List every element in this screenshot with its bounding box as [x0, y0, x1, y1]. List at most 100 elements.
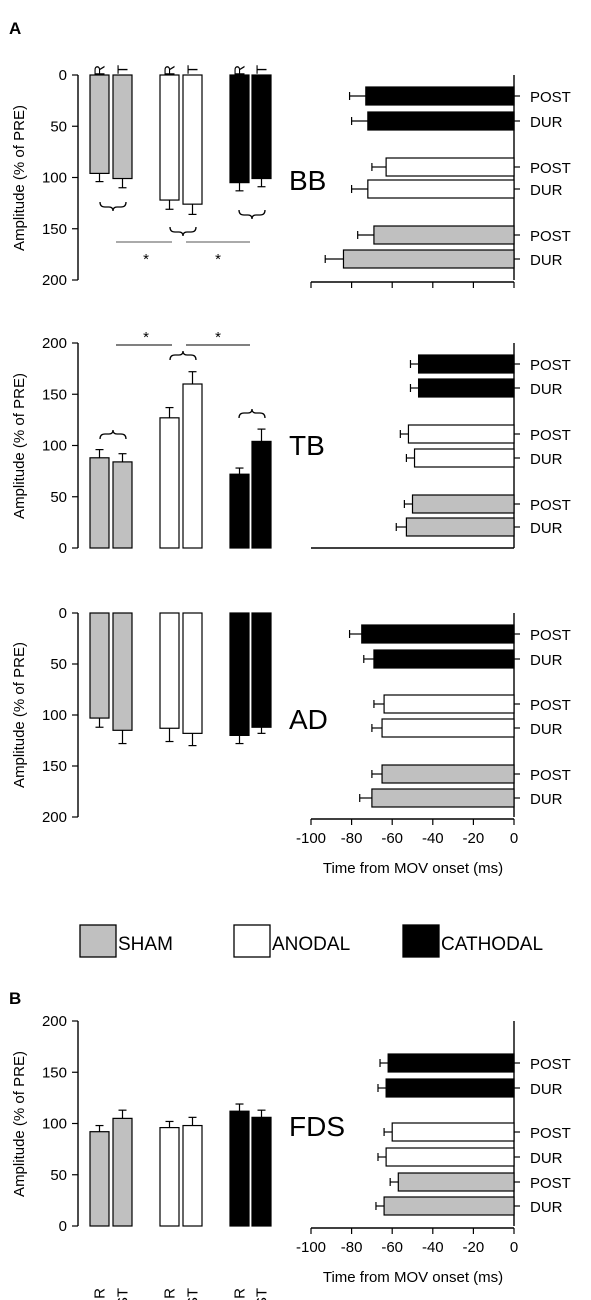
time-axis-ad-tick-label: -20 [463, 830, 485, 847]
panel-fds-onset-anodal-dur [385, 1147, 515, 1167]
bracket-tb-sham [99, 429, 127, 440]
time-axis-fds-tick-label: -100 [296, 1239, 326, 1256]
time-axis-ad-tick-label: -40 [422, 830, 444, 847]
panel-bb-onset-cathodal-dur [367, 111, 515, 131]
panel-bb-onset-sham-post [373, 225, 515, 245]
panel-tb-onset-cathodal-post-label: POST [530, 357, 571, 374]
panel-bb-onset-cathodal-post-label: POST [530, 89, 571, 106]
panel-tb-onset-anodal-post-label: POST [530, 427, 571, 444]
panel-ad-ytick-label: 100 [42, 707, 67, 724]
panel-ad-ytick-label: 50 [50, 656, 67, 673]
panel-fds-bar-sham-dur [89, 1131, 110, 1227]
panel-bb-onset-cathodal-dur-label: DUR [530, 114, 563, 131]
panel-bb-bar-sham-dur [89, 74, 110, 175]
time-axis-fds-tick-label: -20 [463, 1239, 485, 1256]
panel-bb-onset-cathodal-post [365, 86, 515, 106]
panel-ad-onset-sham-dur-label: DUR [530, 791, 563, 808]
time-axis-ad-tick-label: 0 [510, 830, 518, 847]
bracket-bb-sham [99, 201, 127, 212]
panel-label-b: B [9, 989, 21, 1008]
time-axis-ad-xlabel: Time from MOV onset (ms) [323, 860, 503, 877]
bracket-tb-anodal [169, 350, 197, 361]
panel-tb-ylabel: Amplitude (% of PRE) [11, 373, 28, 519]
condition-label-bottom-cathodal-dur: DUR [232, 1288, 249, 1300]
panel-fds-bar-anodal-dur [159, 1126, 180, 1227]
panel-fds-ytick-label: 100 [42, 1116, 67, 1133]
panel-ad-bar-sham-dur [89, 612, 110, 719]
panel-ad-onset-cathodal-dur [373, 649, 515, 669]
panel-ad-ylabel: Amplitude (% of PRE) [11, 642, 28, 788]
panel-bb-bar-anodal-dur [159, 74, 180, 201]
time-axis-fds-tick-label: 0 [510, 1239, 518, 1256]
panel-bb-ytick-label: 200 [42, 272, 67, 289]
panel-fds-onset-cathodal-dur-label: DUR [530, 1081, 563, 1098]
panel-bb-ytick-label: 0 [59, 67, 67, 84]
panel-bb-ylabel: Amplitude (% of PRE) [11, 105, 28, 251]
panel-bb-muscle-label: BB [289, 165, 326, 196]
sig-star-bb-2: * [215, 251, 221, 268]
panel-bb-ytick-label: 150 [42, 221, 67, 238]
sig-star-tb-1: * [143, 329, 149, 346]
panel-tb-onset-anodal-dur [413, 448, 515, 468]
panel-tb-bar-sham-dur [89, 457, 110, 549]
panel-tb-onset-sham-post [411, 494, 515, 514]
panel-tb-onset-anodal-post [407, 424, 515, 444]
panel-ad-onset-anodal-dur-label: DUR [530, 721, 563, 738]
panel-ad-onset-cathodal-post-label: POST [530, 627, 571, 644]
time-axis-ad-tick-label: -100 [296, 830, 326, 847]
panel-bb-onset-anodal-post [385, 157, 515, 177]
bracket-bb-cathodal [238, 209, 266, 220]
time-axis-ad-tick-label: -80 [341, 830, 363, 847]
legend-swatch-cathodal [402, 924, 440, 958]
legend-swatch-sham [79, 924, 117, 958]
bracket-bb-anodal [169, 226, 197, 237]
panel-fds-bar-cathodal-post [251, 1116, 272, 1227]
panel-bb-onset-anodal-dur-label: DUR [530, 182, 563, 199]
panel-fds-ytick-label: 0 [59, 1218, 67, 1235]
panel-tb-muscle-label: TB [289, 430, 325, 461]
panel-bb-onset-anodal-dur [367, 179, 515, 199]
panel-ad-ytick-label: 150 [42, 758, 67, 775]
panel-tb-ytick-label: 0 [59, 540, 67, 557]
panel-fds-onset-cathodal-post-label: POST [530, 1056, 571, 1073]
panel-ad-onset-cathodal-post [361, 624, 515, 644]
panel-fds-onset-cathodal-post [387, 1053, 515, 1073]
time-axis-ad-tick-label: -60 [381, 830, 403, 847]
panel-ad-muscle-label: AD [289, 704, 328, 735]
panel-fds-ytick-label: 200 [42, 1013, 67, 1030]
panel-bb-onset-sham-dur [342, 249, 515, 269]
panel-fds-onset-anodal-dur-label: DUR [530, 1150, 563, 1167]
panel-fds-ytick-label: 150 [42, 1064, 67, 1081]
panel-fds-onset-sham-post [397, 1172, 515, 1192]
panel-bb-onset-anodal-post-label: POST [530, 160, 571, 177]
panel-fds-onset-sham-dur-label: DUR [530, 1199, 563, 1216]
panel-ad-ytick-label: 0 [59, 605, 67, 622]
panel-tb-bar-anodal-dur [159, 417, 180, 549]
panel-ad-onset-cathodal-dur-label: DUR [530, 652, 563, 669]
time-axis-fds-xlabel: Time from MOV onset (ms) [323, 1269, 503, 1286]
panel-bb-bar-anodal-post [182, 74, 203, 205]
panel-tb-ytick-label: 100 [42, 438, 67, 455]
panel-tb-onset-sham-dur-label: DUR [530, 520, 563, 537]
time-axis-fds-tick-label: -80 [341, 1239, 363, 1256]
condition-label-bottom-anodal-post: POST [185, 1288, 202, 1300]
panel-ad-bar-cathodal-post [251, 612, 272, 728]
panel-ad-onset-anodal-post [383, 694, 515, 714]
panel-fds-ytick-label: 50 [50, 1167, 67, 1184]
condition-label-bottom-sham-post: POST [115, 1288, 132, 1300]
panel-tb-bar-sham-post [112, 461, 133, 549]
panel-ad-onset-anodal-post-label: POST [530, 697, 571, 714]
legend-label-sham: SHAM [118, 934, 173, 955]
time-axis-fds-tick-label: -60 [381, 1239, 403, 1256]
legend-label-cathodal: CATHODAL [441, 934, 543, 955]
legend-label-anodal: ANODAL [272, 934, 350, 955]
panel-tb-ytick-label: 150 [42, 386, 67, 403]
panel-tb-ytick-label: 50 [50, 489, 67, 506]
panel-fds-ylabel: Amplitude (% of PRE) [11, 1051, 28, 1197]
panel-fds-bar-cathodal-dur [229, 1110, 250, 1227]
sig-star-tb-2: * [215, 329, 221, 346]
panel-ad-bar-anodal-dur [159, 612, 180, 729]
panel-ad-bar-anodal-post [182, 612, 203, 734]
panel-fds-onset-anodal-post [391, 1122, 515, 1142]
